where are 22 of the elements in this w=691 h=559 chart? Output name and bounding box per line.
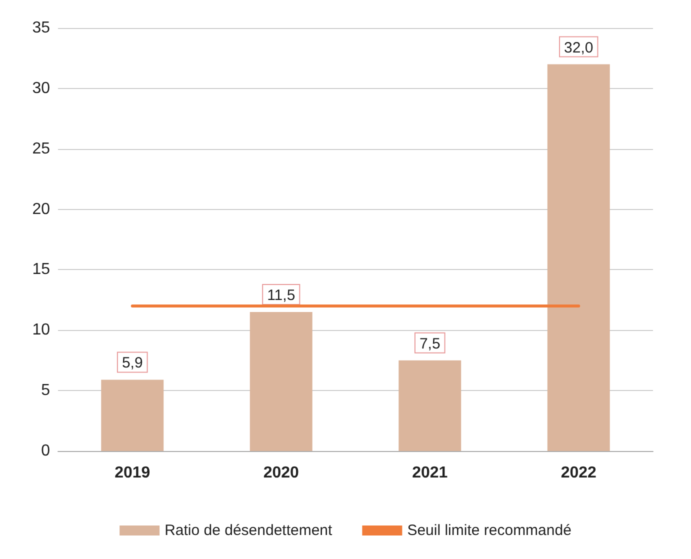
y-tick-label: 0 bbox=[41, 442, 50, 460]
y-tick-label: 25 bbox=[32, 140, 50, 158]
bar bbox=[101, 380, 164, 451]
legend-label: Ratio de désendettement bbox=[164, 522, 334, 539]
y-tick-label: 30 bbox=[32, 80, 50, 97]
x-tick-label: 2019 bbox=[114, 464, 150, 482]
bar bbox=[547, 64, 610, 451]
x-tick-label: 2022 bbox=[560, 464, 597, 482]
x-tick-label: 2021 bbox=[412, 464, 448, 482]
y-tick-label: 15 bbox=[32, 261, 50, 278]
y-tick-label: 10 bbox=[32, 322, 50, 339]
y-tick-label: 35 bbox=[32, 20, 50, 36]
data-label: 5,9 bbox=[122, 354, 143, 372]
data-label: 11,5 bbox=[267, 287, 296, 304]
y-tick-label: 20 bbox=[32, 200, 50, 218]
bar bbox=[250, 312, 312, 451]
bar bbox=[398, 360, 462, 451]
x-tick-label: 2020 bbox=[263, 464, 300, 482]
legend-label: Seuil limite recommandé bbox=[407, 522, 572, 539]
y-tick-label: 5 bbox=[41, 382, 50, 400]
data-label: 32,0 bbox=[564, 39, 594, 56]
data-label: 7,5 bbox=[419, 335, 440, 352]
